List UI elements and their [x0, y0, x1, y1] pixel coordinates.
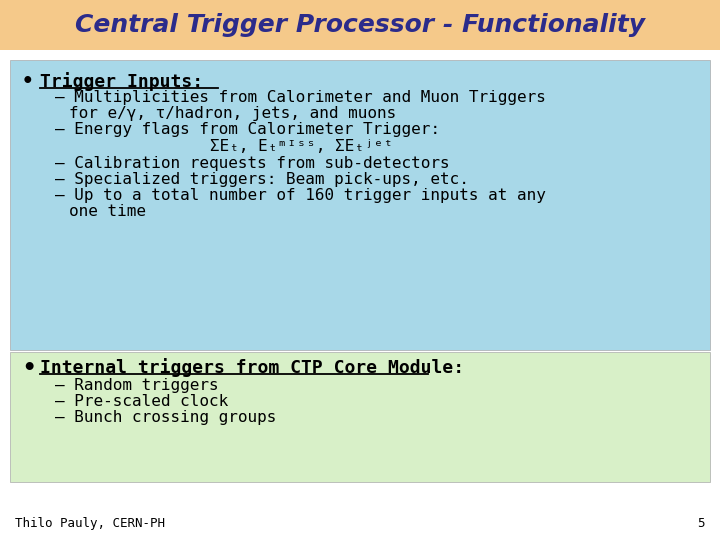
Text: for e/γ, τ/hadron, jets, and muons: for e/γ, τ/hadron, jets, and muons: [69, 106, 396, 121]
Text: – Multiplicities from Calorimeter and Muon Triggers: – Multiplicities from Calorimeter and Mu…: [55, 90, 546, 105]
Text: Internal triggers from CTP Core Module:: Internal triggers from CTP Core Module:: [40, 358, 464, 377]
Text: – Pre-scaled clock: – Pre-scaled clock: [55, 394, 228, 409]
FancyBboxPatch shape: [0, 0, 720, 50]
Text: – Up to a total number of 160 trigger inputs at any: – Up to a total number of 160 trigger in…: [55, 188, 546, 203]
Text: – Calibration requests from sub-detectors: – Calibration requests from sub-detector…: [55, 156, 449, 171]
FancyBboxPatch shape: [10, 352, 710, 482]
Text: Central Trigger Processor - Functionality: Central Trigger Processor - Functionalit…: [75, 13, 645, 37]
Text: – Specialized triggers: Beam pick-ups, etc.: – Specialized triggers: Beam pick-ups, e…: [55, 172, 469, 187]
Text: Thilo Pauly, CERN-PH: Thilo Pauly, CERN-PH: [15, 517, 165, 530]
Text: one time: one time: [69, 204, 146, 219]
Text: •: •: [22, 72, 34, 91]
Text: ΣEₜ, Eₜᵐᴵˢˢ, ΣEₜʲᵉᵗ: ΣEₜ, Eₜᵐᴵˢˢ, ΣEₜʲᵉᵗ: [210, 139, 393, 154]
Text: Trigger Inputs:: Trigger Inputs:: [40, 72, 203, 91]
FancyBboxPatch shape: [10, 60, 710, 350]
Text: – Energy flags from Calorimeter Trigger:: – Energy flags from Calorimeter Trigger:: [55, 122, 440, 137]
Text: 5: 5: [698, 517, 705, 530]
Text: •: •: [22, 358, 35, 378]
Text: – Random triggers: – Random triggers: [55, 378, 219, 393]
Text: – Bunch crossing groups: – Bunch crossing groups: [55, 410, 276, 425]
